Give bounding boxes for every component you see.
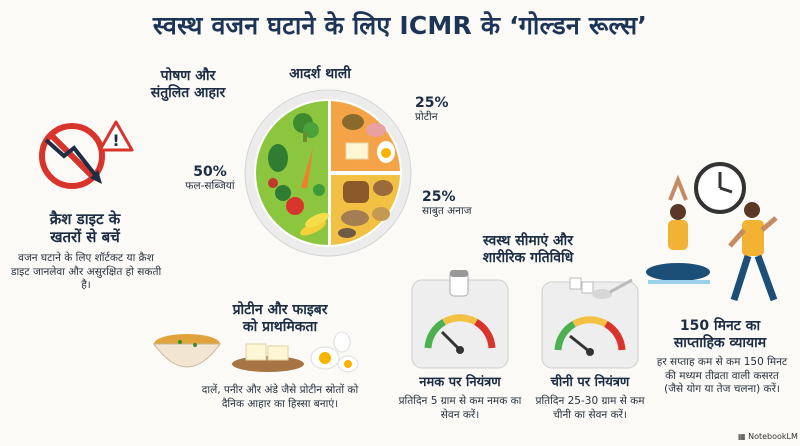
yoga-figure-icon bbox=[646, 174, 710, 284]
grain-label: 25% साबुत अनाज bbox=[422, 189, 502, 219]
crash-heading-line1: क्रैश डाइट के bbox=[49, 210, 121, 228]
sugar-heading: चीनी पर नियंत्रण bbox=[550, 375, 630, 390]
veg-caption: फल-सब्जियां bbox=[185, 180, 235, 193]
lentil-bowl-icon bbox=[153, 334, 221, 368]
crash-diet-heading: क्रैश डाइट के खतरों से बचें bbox=[10, 210, 160, 246]
brand-label: NotebookLM bbox=[748, 432, 798, 441]
protein-fiber-heading-line1: प्रोटीन और फाइबर bbox=[232, 302, 328, 318]
running-figure-icon bbox=[728, 202, 778, 302]
exercise-heading-line2: साप्ताहिक व्यायाम bbox=[673, 334, 767, 351]
exercise-illustration bbox=[646, 162, 778, 302]
protein-fiber-body: दालें, पनीर और अंडे जैसे प्रोटीन स्रोतों… bbox=[201, 384, 359, 410]
protein-foods-icon bbox=[342, 114, 395, 163]
nutrition-heading: पोषण और संतुलित आहार bbox=[128, 68, 248, 102]
clock-icon bbox=[694, 162, 746, 214]
veg-label: 50% फल-सब्जियां bbox=[174, 164, 246, 194]
salt-gauge-icon bbox=[411, 270, 509, 369]
salt-heading: नमक पर नियंत्रण bbox=[419, 375, 501, 390]
exercise-heading: 150 मिनट का साप्ताहिक व्यायाम bbox=[650, 318, 790, 352]
protein-percent: 25% bbox=[415, 95, 449, 111]
protein-fiber-heading: प्रोटीन और फाइबर को प्राथमिकता bbox=[200, 302, 360, 336]
salt-body: प्रतिदिन 5 ग्राम से कम नमक का सेवन करें। bbox=[398, 395, 522, 421]
protein-foods-illustration bbox=[153, 331, 359, 373]
crash-diet-body: वजन घटाने के लिए शॉर्टकट या क्रैश डाइट ज… bbox=[10, 252, 162, 292]
exercise-body: हर सप्ताह कम से कम 150 मिनट की मध्यम तीव… bbox=[656, 356, 788, 396]
grain-caption: साबुत अनाज bbox=[422, 205, 472, 218]
limits-heading-line2: शारीरिक गतिविधि bbox=[482, 249, 574, 266]
veg-percent: 50% bbox=[193, 164, 227, 180]
eggs-icon bbox=[310, 331, 359, 373]
plate-heading: आदर्श थाली bbox=[289, 66, 351, 82]
crash-diet-warning-icon: ! bbox=[39, 120, 134, 189]
protein-fiber-heading-line2: को प्राथमिकता bbox=[242, 318, 318, 335]
protein-label: 25% प्रोटीन bbox=[415, 95, 475, 125]
nutrition-heading-line2: संतुलित आहार bbox=[150, 84, 226, 101]
exercise-heading-line1: 150 मिनट का bbox=[679, 318, 761, 334]
notebooklm-brand: ▦ NotebookLM bbox=[738, 432, 798, 441]
paneer-icon bbox=[232, 343, 304, 372]
sugar-spoon-icon bbox=[569, 277, 633, 299]
sugar-gauge-icon bbox=[541, 277, 639, 369]
grain-percent: 25% bbox=[422, 189, 456, 205]
whole-grains-icon bbox=[338, 180, 393, 238]
brand-logo-icon: ▦ bbox=[738, 432, 746, 441]
limits-heading-line1: स्वस्थ सीमाएं और bbox=[483, 233, 573, 249]
crash-heading-line2: खतरों से बचें bbox=[50, 228, 120, 246]
svg-text:!: ! bbox=[112, 131, 119, 150]
page-title: स्वस्थ वजन घटाने के लिए ICMR के ‘गोल्डन … bbox=[152, 11, 648, 40]
sugar-body: प्रतिदिन 25-30 ग्राम से कम चीनी का सेवन … bbox=[535, 395, 645, 421]
nutrition-heading-line1: पोषण और bbox=[160, 68, 216, 84]
limits-heading: स्वस्थ सीमाएं और शारीरिक गतिविधि bbox=[448, 233, 608, 267]
salt-shaker-icon bbox=[449, 270, 469, 297]
protein-caption: प्रोटीन bbox=[415, 111, 438, 124]
ideal-plate-illustration bbox=[244, 89, 412, 257]
vegetables-icon bbox=[268, 113, 329, 236]
